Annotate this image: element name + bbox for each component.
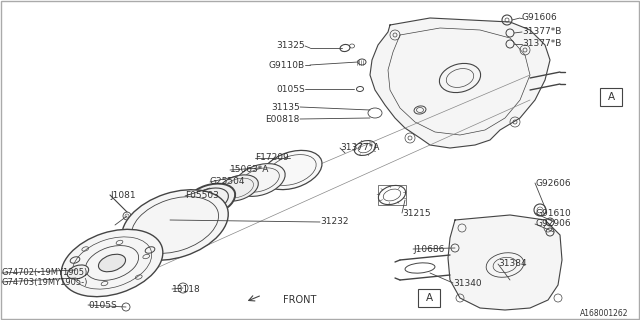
Text: J10686: J10686 [413, 244, 444, 253]
Polygon shape [448, 215, 562, 310]
Text: A: A [607, 92, 614, 102]
Text: J1081: J1081 [110, 190, 136, 199]
Text: G91606: G91606 [522, 13, 557, 22]
Text: 0105S: 0105S [276, 84, 305, 93]
Text: 31215: 31215 [402, 209, 431, 218]
Text: FRONT: FRONT [283, 295, 316, 305]
Text: 31232: 31232 [320, 218, 349, 227]
Text: 31384: 31384 [498, 260, 527, 268]
Ellipse shape [235, 164, 285, 196]
Text: 31377*B: 31377*B [522, 39, 561, 49]
Bar [378, 185, 406, 205]
Text: G92906: G92906 [535, 220, 571, 228]
Text: G92606: G92606 [535, 179, 571, 188]
Text: 31325: 31325 [276, 42, 305, 51]
Ellipse shape [185, 184, 235, 216]
Bar [600, 88, 622, 106]
Text: 15063*A: 15063*A [230, 165, 269, 174]
Text: F05503: F05503 [185, 191, 219, 201]
Ellipse shape [122, 190, 228, 260]
Ellipse shape [99, 254, 125, 272]
Ellipse shape [67, 265, 89, 279]
Ellipse shape [262, 150, 322, 190]
Text: 31377*B: 31377*B [522, 28, 561, 36]
Text: 31135: 31135 [271, 102, 300, 111]
Text: 0105S: 0105S [88, 300, 116, 309]
Ellipse shape [218, 175, 259, 201]
Text: 13118: 13118 [172, 284, 201, 293]
Text: E00818: E00818 [266, 115, 300, 124]
Text: G25504: G25504 [210, 178, 246, 187]
Text: A168001262: A168001262 [579, 308, 628, 317]
Text: G74703(19MY1905-): G74703(19MY1905-) [2, 277, 88, 286]
Bar [418, 289, 440, 307]
Text: G74702(-19MY1905): G74702(-19MY1905) [2, 268, 88, 277]
Text: F17209: F17209 [255, 154, 289, 163]
Text: A: A [426, 293, 433, 303]
Text: 31377*A: 31377*A [340, 143, 380, 153]
Ellipse shape [61, 229, 163, 297]
Text: G9110B: G9110B [269, 60, 305, 69]
Polygon shape [370, 18, 550, 148]
Text: 31340: 31340 [453, 278, 482, 287]
Text: G91610: G91610 [535, 209, 571, 218]
